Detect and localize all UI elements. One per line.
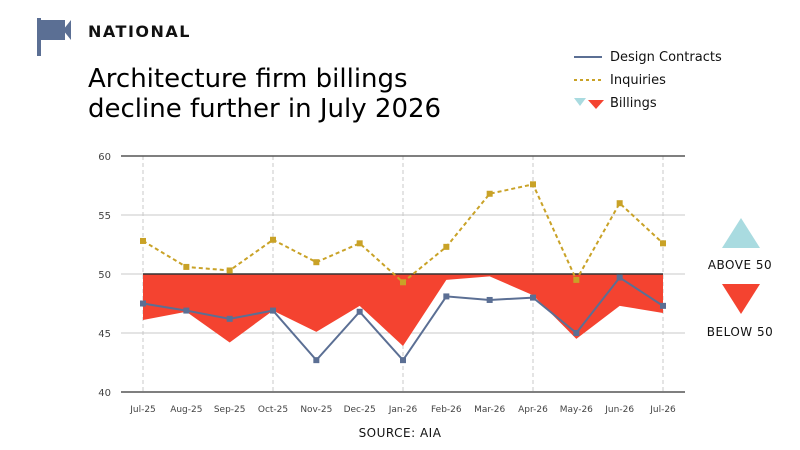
chart-legend: Design Contracts Inquiries Billings bbox=[572, 48, 752, 117]
design-contracts-point bbox=[183, 307, 190, 314]
inquiries-point bbox=[530, 181, 536, 188]
legend-item-billings: Billings bbox=[572, 94, 752, 117]
headline: Architecture firm billings decline furth… bbox=[88, 64, 488, 124]
y-tick-label: 45 bbox=[98, 329, 111, 340]
x-tick-label: May-26 bbox=[560, 405, 593, 415]
y-tick-label: 50 bbox=[98, 270, 111, 281]
flag-icon bbox=[37, 18, 71, 56]
x-tick-label: Sep-25 bbox=[214, 405, 246, 415]
above-50-triangle-icon bbox=[722, 218, 760, 248]
x-tick-label: Apr-26 bbox=[518, 405, 548, 415]
design-contracts-point bbox=[140, 300, 146, 307]
headline-line-1: Architecture firm billings bbox=[88, 64, 408, 94]
design-contracts-point bbox=[486, 296, 493, 303]
legend-label-inquiries: Inquiries bbox=[610, 73, 666, 88]
design-contracts-point bbox=[530, 294, 536, 301]
design-contracts-point bbox=[573, 330, 580, 336]
inquiries-point bbox=[486, 190, 493, 197]
inquiries-point bbox=[616, 200, 623, 207]
design-contracts-point bbox=[356, 308, 363, 315]
design-contracts-point bbox=[270, 307, 276, 314]
legend-item-inquiries: Inquiries bbox=[572, 71, 752, 94]
y-tick-label: 55 bbox=[98, 211, 111, 222]
design-contracts-point bbox=[400, 357, 406, 364]
billings-area bbox=[143, 274, 663, 346]
y-tick-label: 40 bbox=[98, 388, 111, 399]
x-tick-label: Oct-25 bbox=[258, 405, 288, 415]
x-tick-label: Mar-26 bbox=[474, 405, 505, 415]
legend-label-design-contracts: Design Contracts bbox=[610, 50, 722, 65]
inquiries-point bbox=[443, 243, 450, 250]
section-label: NATIONAL bbox=[88, 22, 191, 41]
x-tick-label: Feb-26 bbox=[431, 405, 462, 415]
inquiries-point bbox=[183, 263, 190, 270]
x-tick-label: Jul-25 bbox=[129, 405, 156, 415]
headline-line-2: decline further in July 2026 bbox=[88, 94, 442, 124]
design-contracts-point bbox=[660, 302, 666, 309]
inquiries-point bbox=[140, 237, 146, 244]
x-tick-label: Jun-26 bbox=[604, 405, 634, 415]
below-50-triangle-icon bbox=[722, 284, 760, 314]
x-tick-label: Jul-26 bbox=[649, 405, 676, 415]
legend-label-billings: Billings bbox=[610, 96, 657, 111]
inquiries-point bbox=[226, 267, 233, 274]
x-tick-label: Nov-25 bbox=[300, 405, 332, 415]
x-tick-label: Dec-25 bbox=[344, 405, 376, 415]
below-50-label: BELOW 50 bbox=[706, 325, 774, 339]
design-contracts-point bbox=[226, 315, 233, 322]
x-tick-label: Jan-26 bbox=[388, 405, 418, 415]
design-contracts-point bbox=[313, 357, 320, 364]
inquiries-point bbox=[270, 236, 276, 243]
inquiries-point bbox=[356, 240, 363, 247]
inquiries-point bbox=[400, 279, 406, 286]
y-tick-label: 60 bbox=[98, 152, 111, 163]
x-tick-label: Aug-25 bbox=[170, 405, 202, 415]
inquiries-point bbox=[313, 259, 320, 266]
source-note: SOURCE: AIA bbox=[358, 426, 442, 440]
design-contracts-point bbox=[443, 293, 450, 300]
above-50-label: ABOVE 50 bbox=[707, 258, 773, 272]
inquiries-point bbox=[660, 240, 666, 247]
legend-item-design-contracts: Design Contracts bbox=[572, 48, 752, 71]
design-contracts-point bbox=[616, 274, 623, 281]
inquiries-point bbox=[573, 276, 580, 283]
